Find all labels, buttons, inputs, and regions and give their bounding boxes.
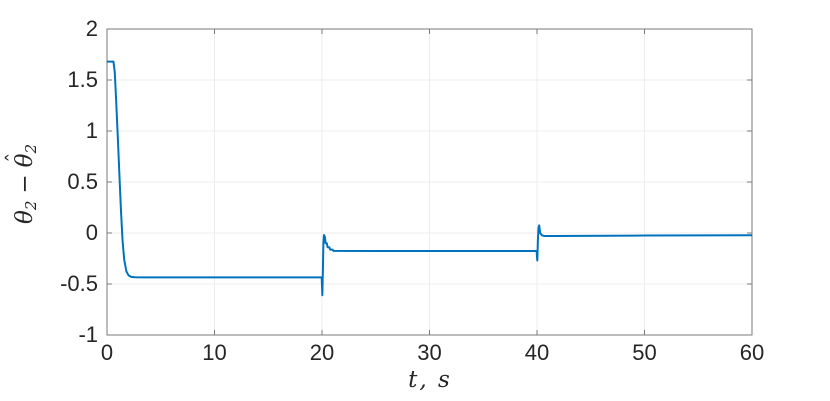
data-line-theta2-estimation-error <box>107 60 753 297</box>
x-tick-label: 10 <box>202 340 227 365</box>
y-tick-label: 1 <box>85 118 98 143</box>
y-tick-label: 0 <box>85 220 98 245</box>
x-tick-label: 40 <box>524 340 550 365</box>
y-axis-label: θ2− ˆ θ2 <box>2 144 41 225</box>
hat-accent: ˆ <box>2 152 27 163</box>
ylabel-theta: θ <box>11 210 38 225</box>
ylabel-subscript: 2 <box>22 200 41 211</box>
axes-box <box>106 28 753 336</box>
y-tick-label: -1 <box>78 322 98 347</box>
x-axis-label: t, s <box>408 367 452 393</box>
x-tick-label: 0 <box>100 340 114 365</box>
y-tick-label: 1.5 <box>67 67 98 92</box>
ylabel-minus: − <box>11 174 38 194</box>
x-tick-label: 60 <box>739 340 765 365</box>
x-tick-label: 50 <box>632 340 657 365</box>
y-tick-label: 0.5 <box>67 169 98 194</box>
x-tick-label: 30 <box>417 340 442 365</box>
y-tick-label: 2 <box>85 16 98 41</box>
y-tick-label: -0.5 <box>60 271 98 296</box>
x-tick-label: 20 <box>309 340 335 365</box>
